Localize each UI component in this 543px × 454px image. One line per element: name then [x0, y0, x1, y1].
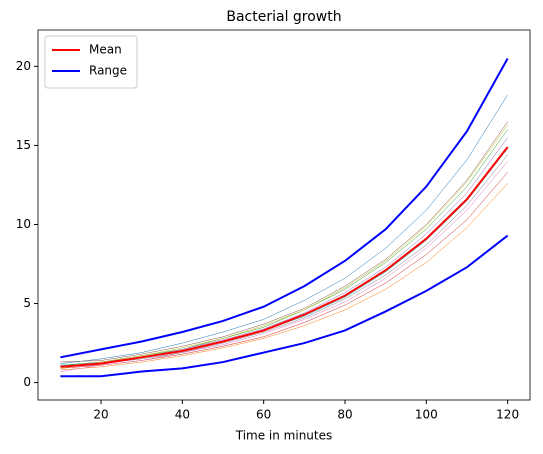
trace-line [60, 121, 508, 363]
y-tick-label: 10 [16, 217, 31, 231]
trace-line [60, 94, 508, 364]
x-tick-label: 100 [415, 408, 438, 422]
x-tick-label: 40 [175, 408, 190, 422]
trace-line [60, 124, 508, 369]
trace-line [60, 172, 508, 369]
range-lower-line [60, 234, 509, 378]
y-tick-label: 15 [16, 138, 31, 152]
trace-line [60, 161, 508, 372]
legend-label: Range [89, 64, 127, 78]
trace-line [60, 148, 508, 366]
x-axis-label: Time in minutes [235, 429, 333, 443]
chart-title: Bacterial growth [226, 9, 341, 25]
trace-line [60, 137, 508, 368]
x-tick-label: 60 [256, 408, 271, 422]
x-tick-label: 120 [496, 408, 519, 422]
y-tick-label: 20 [16, 59, 31, 73]
trace-line [60, 183, 508, 371]
range-upper-line [60, 57, 509, 359]
trace-line [60, 154, 508, 368]
mean-line [60, 146, 509, 368]
plot-frame [37, 29, 531, 401]
y-tick-label: 5 [23, 296, 31, 310]
x-tick-label: 80 [337, 408, 352, 422]
legend-label: Mean [89, 43, 122, 57]
x-tick-label: 20 [93, 408, 108, 422]
y-tick-label: 0 [23, 375, 31, 389]
